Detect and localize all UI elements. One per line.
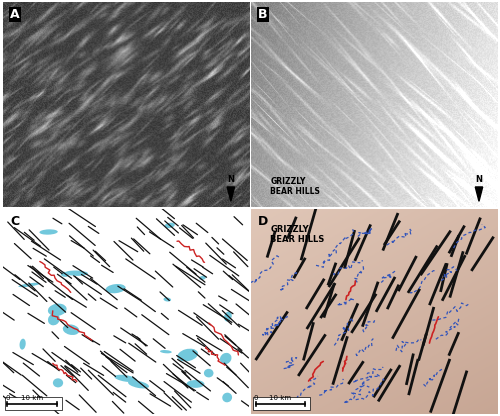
Text: A: A <box>10 8 20 21</box>
Ellipse shape <box>40 229 58 235</box>
Text: GRIZZLY
BEAR HILLS: GRIZZLY BEAR HILLS <box>270 177 320 196</box>
Ellipse shape <box>199 276 206 280</box>
Ellipse shape <box>63 324 80 335</box>
Text: N: N <box>228 175 234 184</box>
FancyBboxPatch shape <box>253 397 310 410</box>
Ellipse shape <box>18 283 40 287</box>
Ellipse shape <box>224 312 232 322</box>
Ellipse shape <box>61 272 68 277</box>
Text: D: D <box>258 215 268 228</box>
Ellipse shape <box>164 223 175 228</box>
Ellipse shape <box>160 350 172 353</box>
Ellipse shape <box>20 339 26 349</box>
Text: 0: 0 <box>5 394 10 401</box>
Text: GRIZZLY
BEAR HILLS: GRIZZLY BEAR HILLS <box>270 225 324 244</box>
Polygon shape <box>227 187 234 201</box>
Ellipse shape <box>204 369 214 377</box>
Ellipse shape <box>48 313 60 325</box>
Ellipse shape <box>114 375 137 382</box>
Text: 0: 0 <box>254 394 258 401</box>
FancyBboxPatch shape <box>5 397 62 410</box>
Ellipse shape <box>164 297 171 302</box>
Text: N: N <box>476 175 482 184</box>
Text: 10 km: 10 km <box>21 394 43 401</box>
Text: C: C <box>10 215 19 228</box>
Ellipse shape <box>186 380 204 388</box>
Ellipse shape <box>128 381 149 389</box>
Ellipse shape <box>53 378 63 387</box>
Text: B: B <box>258 8 268 21</box>
Ellipse shape <box>106 284 126 293</box>
Ellipse shape <box>178 349 198 362</box>
Polygon shape <box>476 187 482 201</box>
Text: 10 km: 10 km <box>269 394 291 401</box>
Ellipse shape <box>48 304 66 316</box>
Ellipse shape <box>222 393 232 402</box>
Ellipse shape <box>220 353 232 364</box>
Ellipse shape <box>65 270 88 276</box>
